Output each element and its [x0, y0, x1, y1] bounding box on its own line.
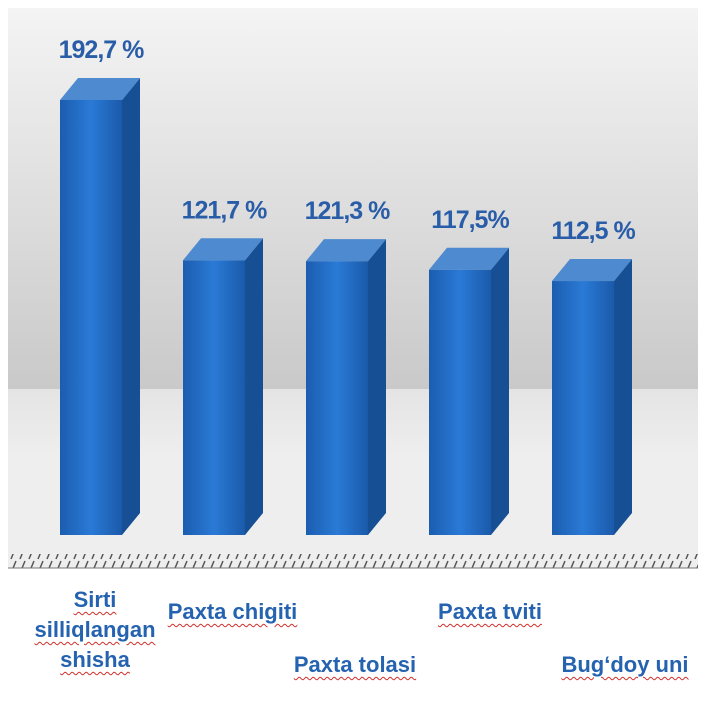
bar-side	[491, 247, 509, 535]
bar-top	[306, 239, 386, 262]
bar	[429, 269, 491, 535]
bar-top	[552, 259, 632, 282]
value-label: 192,7 %	[59, 36, 145, 64]
bar-side	[614, 259, 632, 535]
category-label: Paxta chigiti	[167, 599, 298, 624]
axis-hatch	[8, 554, 698, 568]
value-label: 117,5%	[431, 206, 509, 234]
bar	[60, 100, 122, 535]
category-label: Bug‘doy uni	[561, 652, 689, 677]
bar-side	[122, 78, 140, 535]
value-label: 121,3 %	[305, 197, 391, 225]
bar	[183, 260, 245, 535]
category-label: Paxta tviti	[438, 599, 542, 624]
category-label: Paxta tolasi	[293, 652, 417, 677]
value-label: 112,5 %	[551, 217, 635, 245]
bar-top	[183, 238, 263, 261]
bar-side	[368, 239, 386, 536]
bar-side	[245, 238, 263, 536]
bar-top	[429, 247, 509, 270]
category-label: Sirti silliqlangan shisha	[34, 587, 156, 672]
bar-top	[60, 78, 140, 100]
bar	[306, 261, 368, 535]
value-label: 121,7 %	[182, 196, 268, 224]
bar	[552, 281, 614, 535]
